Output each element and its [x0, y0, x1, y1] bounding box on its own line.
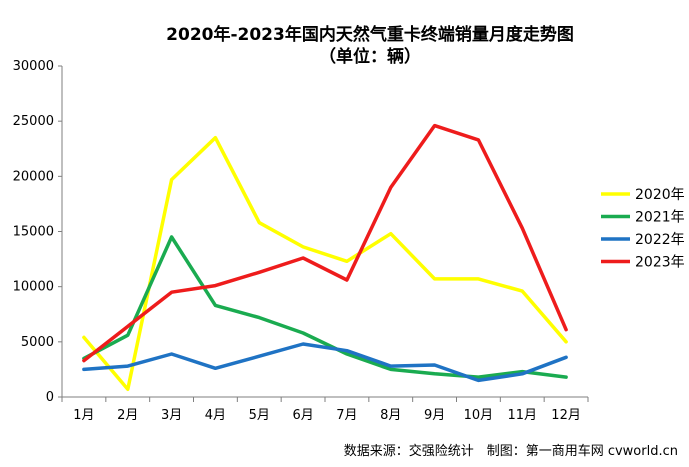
x-tick-label: 5月 — [249, 408, 270, 423]
x-tick-label: 12月 — [551, 408, 581, 423]
legend: 2020年 2021年 2022年 2023年 — [601, 187, 685, 271]
x-tick-label: 6月 — [292, 408, 313, 423]
legend-label: 2020年 — [635, 187, 685, 203]
y-tick-label: 10000 — [13, 280, 54, 295]
x-tick-label: 8月 — [380, 408, 401, 423]
series-line-2021 — [82, 235, 568, 379]
x-tick-label: 9月 — [424, 408, 445, 423]
chart-title: 2020年-2023年国内天然气重卡终端销量月度走势图 — [166, 24, 574, 45]
x-tick-label: 11月 — [507, 408, 537, 423]
y-tick-label: 5000 — [21, 335, 54, 350]
series-line-2022 — [82, 342, 568, 383]
x-tick-label: 3月 — [161, 408, 182, 423]
series-line-2020 — [82, 135, 568, 392]
series-line-2023 — [82, 123, 568, 363]
x-tick-label: 7月 — [336, 408, 357, 423]
legend-label: 2023年 — [635, 255, 685, 271]
axes: 0 5000 10000 15000 20000 25000 30000 1月 2月 3月 4月 5月… — [13, 59, 589, 423]
y-tick-label: 25000 — [13, 114, 54, 129]
legend-label: 2021年 — [635, 210, 685, 226]
chart-subtitle: （单位：辆） — [319, 46, 421, 67]
y-tick-label: 30000 — [13, 59, 54, 74]
y-tick-label: 20000 — [13, 169, 54, 184]
series-layer — [82, 123, 568, 392]
x-tick-label: 4月 — [205, 408, 226, 423]
x-tick-label: 10月 — [464, 408, 494, 423]
y-tick-label: 0 — [46, 390, 54, 405]
x-tick-label: 2月 — [117, 408, 138, 423]
y-tick-label: 15000 — [13, 225, 54, 240]
source-note: 数据来源：交强险统计 制图：第一商用车网 cvworld.cn — [344, 443, 678, 459]
legend-label: 2022年 — [635, 232, 685, 248]
x-tick-label: 1月 — [73, 408, 94, 423]
